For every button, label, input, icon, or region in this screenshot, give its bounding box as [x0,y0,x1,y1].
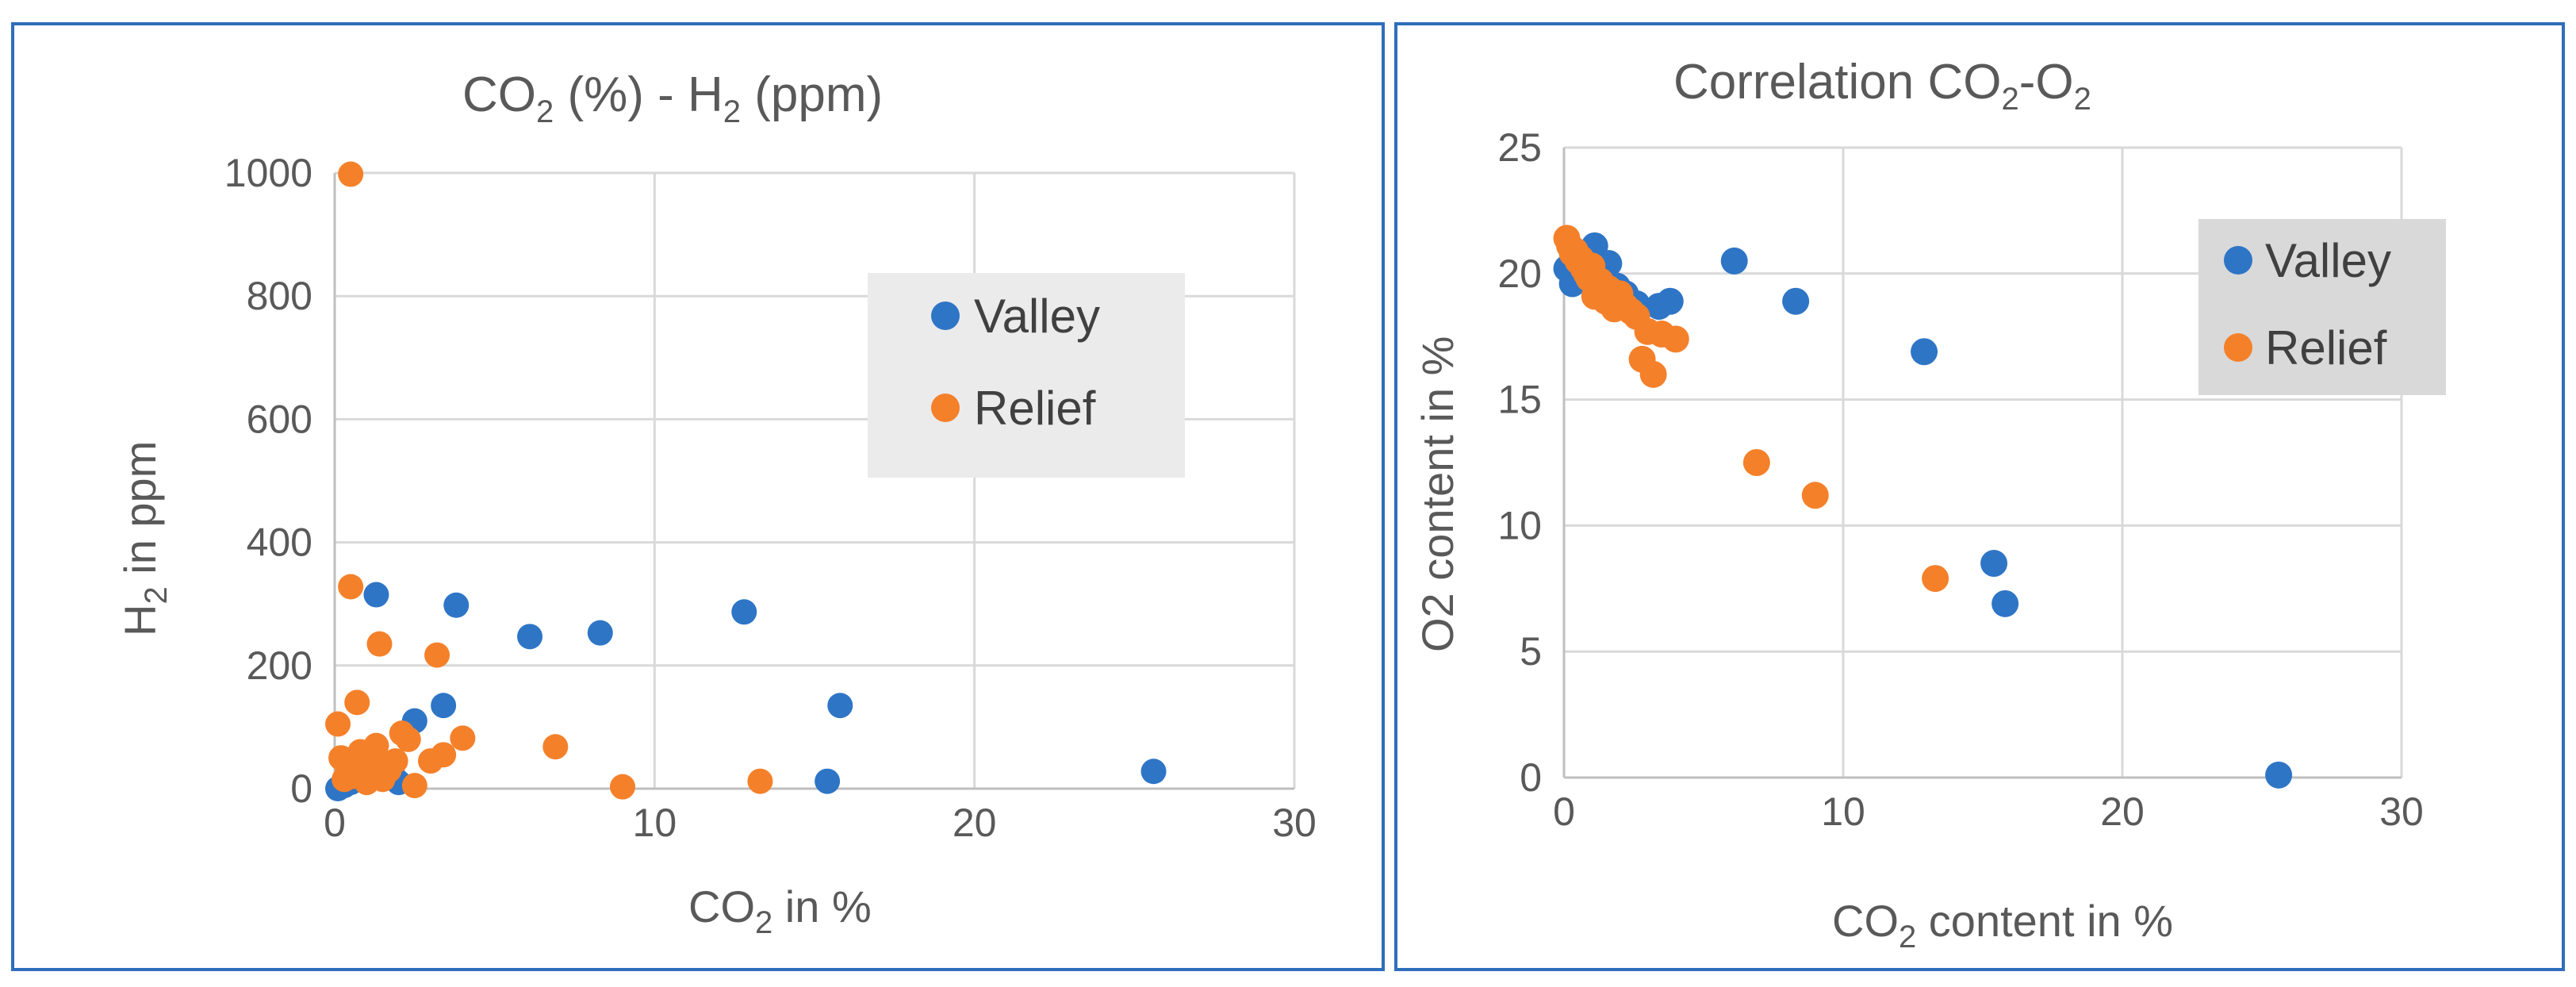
point-relief [338,574,364,600]
point-relief [363,732,389,758]
y-tick-label: 20 [1497,252,1542,296]
legend: Valley Relief [2198,219,2446,395]
point-relief [424,642,450,668]
x-tick-label: 20 [2100,789,2145,834]
legend-marker-relief [2224,333,2252,362]
legend-label-relief: Relief [974,382,1096,435]
point-valley [1911,338,1938,366]
chart-co2-o2: Correlation CO2-O2 0 5 10 15 20 25 0 10 20 30 CO2… [1413,55,2446,954]
point-relief [1639,360,1667,388]
chart-panel-co2-h2: CO2 (%) - H2 (ppm) 0 200 400 600 800 1000 0 10 2… [11,22,1385,971]
point-relief [382,748,408,774]
x-tick-label: 20 [953,801,997,845]
x-axis-label: CO2 in % [688,881,872,940]
point-relief [395,726,421,752]
point-valley [1656,287,1684,315]
legend-marker-valley [2224,246,2252,275]
y-axis-label: O2 content in % [1413,336,1462,652]
point-relief [332,766,358,793]
y-tick-label: 200 [247,643,312,688]
point-relief [431,742,457,768]
point-relief [747,768,773,794]
y-tick-label: 5 [1520,629,1542,674]
x-axis-label: CO2 content in % [1832,896,2173,954]
y-tick-label: 0 [290,766,312,811]
chart-co2-h2: CO2 (%) - H2 (ppm) 0 200 400 600 800 1000 0 10 2… [115,67,1317,940]
point-relief [338,161,364,187]
y-tick-label: 0 [1520,755,1542,800]
point-valley [1991,590,2019,617]
chart-title: Correlation CO2-O2 [1673,55,2091,117]
point-valley [587,620,613,646]
legend-label-relief: Relief [2265,321,2387,374]
x-tick-label: 10 [1821,789,1865,834]
point-relief [1801,482,1829,509]
point-relief [1922,565,1949,593]
y-axis-label: H2 in ppm [115,441,174,636]
point-relief [1662,325,1689,353]
point-valley [815,768,841,794]
point-relief [610,774,635,800]
point-valley [431,693,457,719]
x-tick-label: 0 [324,801,346,845]
point-relief [1742,449,1770,476]
point-relief [401,773,427,799]
point-valley [517,624,543,650]
x-tick-label: 10 [633,801,677,845]
point-relief [357,760,383,786]
point-valley [363,582,389,608]
y-tick-label: 400 [247,520,312,565]
y-tick-label: 600 [247,397,312,441]
point-valley [1980,550,2008,578]
x-tick-label: 30 [1272,801,1317,845]
legend-label-valley: Valley [2265,234,2391,287]
legend-marker-relief [931,394,960,422]
point-valley [1140,758,1167,785]
point-relief [542,734,569,760]
point-valley [1782,287,1810,315]
y-tick-label: 800 [247,274,312,318]
point-valley [2265,761,2293,789]
point-valley [443,592,470,618]
point-valley [827,693,853,719]
point-relief [450,725,476,751]
point-valley [1720,247,1748,275]
chart-title: CO2 (%) - H2 (ppm) [462,67,883,129]
point-relief [366,631,393,657]
legend-box [868,273,1185,478]
x-tick-label: 30 [2379,789,2424,834]
y-tick-label: 25 [1497,125,1542,170]
legend-label-valley: Valley [974,290,1100,343]
y-tick-label: 15 [1497,378,1542,422]
legend: Valley Relief [868,273,1185,478]
y-tick-label: 10 [1497,503,1542,547]
point-relief [344,689,370,716]
legend-marker-valley [931,301,960,330]
chart-panel-co2-o2: Correlation CO2-O2 0 5 10 15 20 25 0 10 20 30 CO2… [1394,22,2565,971]
y-tick-label: 1000 [224,151,312,195]
point-valley [731,599,757,625]
point-relief [325,711,351,737]
x-tick-label: 0 [1553,789,1575,834]
